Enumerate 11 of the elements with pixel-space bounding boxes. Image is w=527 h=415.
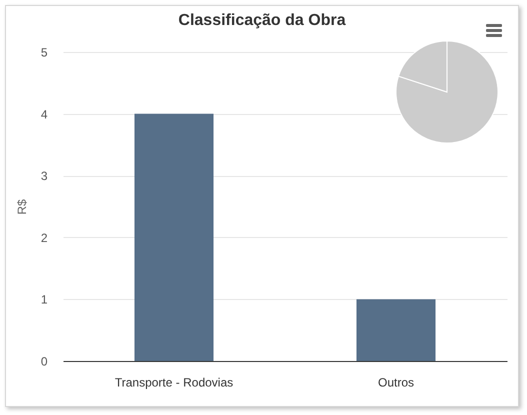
x-tick-label: Transporte - Rodovias [114, 376, 234, 390]
x-tick-label: Outros [378, 376, 414, 390]
chart-title: Classificação da Obra [178, 12, 346, 29]
y-axis-title: R$ [14, 199, 29, 215]
y-tick-label: 4 [40, 107, 48, 122]
y-tick-label: 5 [40, 46, 48, 60]
y-tick-label: 3 [40, 169, 48, 184]
pie-slice [396, 41, 498, 143]
y-tick-label: 2 [40, 230, 48, 245]
y-tick-label: 0 [40, 354, 48, 368]
y-tick-label: 1 [40, 292, 48, 307]
